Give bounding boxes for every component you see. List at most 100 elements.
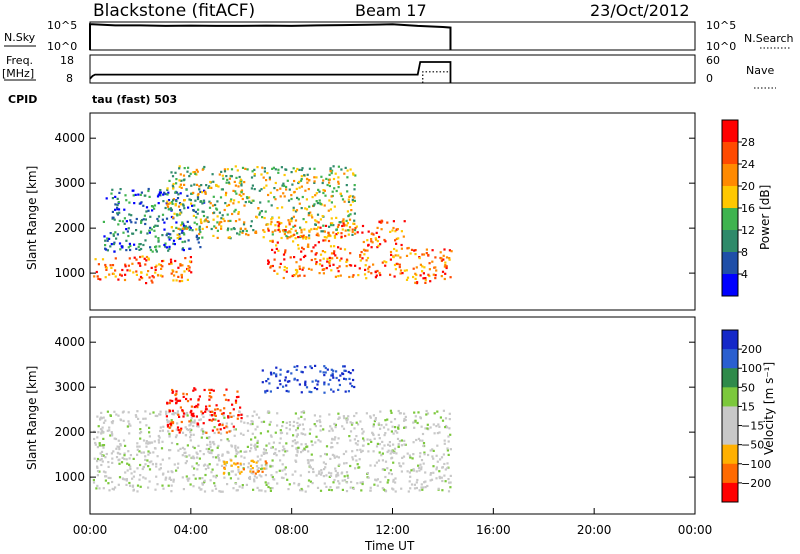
data-cell <box>264 481 267 484</box>
data-cell <box>350 264 353 267</box>
data-cell <box>238 193 241 196</box>
data-cell <box>254 436 257 439</box>
data-cell <box>184 426 187 429</box>
data-cell <box>157 237 160 240</box>
data-cell <box>182 488 185 491</box>
data-cell <box>159 191 162 194</box>
data-cell <box>154 414 157 417</box>
data-cell <box>313 176 316 179</box>
data-cell <box>113 241 116 244</box>
data-cell <box>329 457 332 460</box>
data-cell <box>410 469 413 472</box>
data-cell <box>209 202 212 205</box>
data-cell <box>261 369 264 372</box>
data-cell <box>336 256 339 259</box>
data-cell <box>136 445 139 448</box>
data-cell <box>249 468 252 471</box>
data-cell <box>123 457 126 461</box>
data-cell <box>328 429 331 433</box>
data-cell <box>349 439 352 442</box>
data-cell <box>314 425 317 428</box>
data-cell <box>254 231 257 234</box>
data-cell <box>219 409 222 412</box>
data-cell <box>241 486 244 489</box>
data-cell <box>192 171 195 174</box>
data-cell <box>268 382 271 385</box>
data-cell <box>92 481 96 484</box>
data-cell <box>166 188 169 191</box>
data-cell <box>345 421 349 424</box>
data-cell <box>133 256 136 259</box>
data-cell <box>328 173 331 176</box>
data-cell <box>205 184 208 187</box>
data-cell <box>290 171 293 174</box>
data-cell <box>299 474 302 477</box>
data-cell <box>145 273 149 276</box>
data-cell <box>405 269 408 272</box>
data-cell <box>284 473 287 476</box>
data-cell <box>145 206 149 209</box>
data-cell <box>159 467 162 470</box>
data-cell <box>184 455 187 458</box>
data-cell <box>347 233 350 236</box>
data-cell <box>315 474 318 477</box>
data-cell <box>176 422 179 425</box>
data-cell <box>399 256 402 259</box>
data-cell <box>171 421 175 424</box>
data-cell <box>376 442 379 445</box>
data-cell <box>153 229 156 232</box>
data-cell <box>100 431 103 434</box>
data-cell <box>431 455 434 458</box>
data-cell <box>388 472 391 475</box>
data-cell <box>418 455 422 458</box>
data-cell <box>195 168 198 171</box>
data-cell <box>266 389 269 392</box>
data-cell <box>228 177 231 180</box>
data-cell <box>369 416 372 419</box>
data-cell <box>226 229 229 232</box>
data-cell <box>167 199 171 202</box>
data-cell <box>150 441 153 444</box>
data-cell <box>104 475 107 478</box>
data-cell <box>201 482 204 485</box>
data-cell <box>178 415 181 418</box>
data-cell <box>330 374 333 377</box>
data-cell <box>239 227 242 230</box>
data-cell <box>125 458 128 461</box>
data-cell <box>346 169 349 172</box>
data-cell <box>95 270 98 274</box>
data-cell <box>359 420 362 423</box>
data-cell <box>425 248 428 251</box>
data-cell <box>260 210 263 213</box>
data-cell <box>366 472 369 475</box>
data-cell <box>331 453 334 456</box>
data-cell <box>383 260 386 263</box>
data-cell <box>300 391 303 394</box>
data-cell <box>166 205 170 208</box>
data-cell <box>297 446 300 449</box>
data-cell <box>277 249 280 252</box>
data-cell <box>419 463 422 466</box>
data-cell <box>288 236 291 239</box>
data-cell <box>217 185 220 188</box>
data-cell <box>222 412 225 415</box>
data-cell <box>448 257 451 260</box>
data-cell <box>111 188 114 191</box>
y-tick-label: 4000 <box>54 131 85 145</box>
data-cell <box>327 260 331 263</box>
data-cell <box>332 165 335 168</box>
data-cell <box>398 263 401 266</box>
data-cell <box>139 275 143 279</box>
data-cell <box>394 430 397 433</box>
data-cell <box>413 487 417 490</box>
data-cell <box>147 187 150 191</box>
data-cell <box>174 171 177 174</box>
data-cell <box>391 425 394 428</box>
data-cell <box>156 224 159 227</box>
data-cell <box>318 190 321 193</box>
data-cell <box>168 457 171 460</box>
data-cell <box>218 211 221 214</box>
data-cell <box>333 456 336 459</box>
data-cell <box>142 218 145 221</box>
data-cell <box>306 445 309 448</box>
